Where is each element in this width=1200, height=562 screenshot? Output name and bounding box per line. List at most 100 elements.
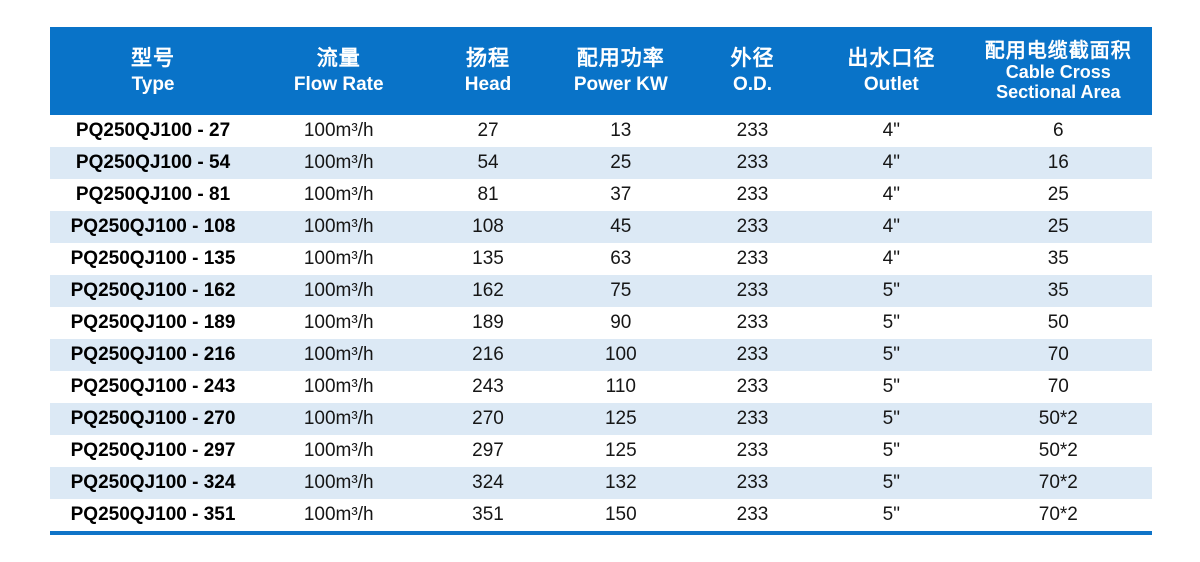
value-cell: 100m³/h xyxy=(303,504,374,525)
value-cell: 50 xyxy=(1047,312,1069,333)
column-header-od: 外径 O.D. xyxy=(686,27,819,115)
value-cell: 216 xyxy=(472,344,504,365)
type-cell: PQ250QJ100 - 162 xyxy=(70,280,236,301)
value-cell: 270 xyxy=(472,408,504,429)
value-cell: 100m³/h xyxy=(303,120,374,141)
value-cell: 35 xyxy=(1047,280,1069,301)
header-row: 型号 Type 流量 Flow Rate 扬程 Head 配用功率 Power … xyxy=(50,27,1152,115)
column-header-outlet-zh: 出水口径 xyxy=(847,47,936,71)
table-row: PQ250QJ100 - 81 100m³/h 81 37 233 4" 25 xyxy=(50,179,1152,211)
type-cell: PQ250QJ100 - 108 xyxy=(70,216,236,237)
table-row: PQ250QJ100 - 189 100m³/h 189 90 233 5" 50 xyxy=(50,307,1152,339)
value-cell: 4" xyxy=(882,152,900,173)
value-cell: 233 xyxy=(736,440,769,461)
column-header-power: 配用功率 Power KW xyxy=(554,27,687,115)
value-cell: 27 xyxy=(477,120,499,141)
column-header-cable-area-en-line1: Cable Cross xyxy=(1005,62,1111,83)
value-cell: 90 xyxy=(610,312,632,333)
column-header-od-en: O.D. xyxy=(732,73,773,95)
table-row: PQ250QJ100 - 324 100m³/h 324 132 233 5" 70*2 xyxy=(50,467,1152,499)
value-cell: 233 xyxy=(736,248,769,269)
value-cell: 100m³/h xyxy=(303,344,374,365)
value-cell: 100m³/h xyxy=(303,312,374,333)
column-header-outlet: 出水口径 Outlet xyxy=(818,27,965,115)
value-cell: 75 xyxy=(610,280,632,301)
value-cell: 243 xyxy=(472,376,504,397)
value-cell: 162 xyxy=(472,280,504,301)
value-cell: 233 xyxy=(736,120,769,141)
column-header-flow-rate: 流量 Flow Rate xyxy=(256,27,422,115)
table-row: PQ250QJ100 - 162 100m³/h 162 75 233 5" 35 xyxy=(50,275,1152,307)
value-cell: 5" xyxy=(882,504,900,525)
value-cell: 100m³/h xyxy=(303,184,374,205)
column-header-cable-area-en-line2: Sectional Area xyxy=(996,81,1121,102)
type-cell: PQ250QJ100 - 351 xyxy=(70,504,236,525)
value-cell: 54 xyxy=(477,152,499,173)
table-row: PQ250QJ100 - 351 100m³/h 351 150 233 5" 70*2 xyxy=(50,499,1152,533)
value-cell: 233 xyxy=(736,280,769,301)
value-cell: 5" xyxy=(882,280,900,301)
value-cell: 37 xyxy=(610,184,632,205)
value-cell: 125 xyxy=(604,440,637,461)
column-header-cable-area-zh: 配用电缆截面积 xyxy=(984,40,1132,63)
value-cell: 5" xyxy=(882,408,900,429)
value-cell: 25 xyxy=(1047,184,1069,205)
table-row: PQ250QJ100 - 297 100m³/h 297 125 233 5" 50*2 xyxy=(50,435,1152,467)
type-cell: PQ250QJ100 - 189 xyxy=(70,312,236,333)
value-cell: 100m³/h xyxy=(303,376,374,397)
value-cell: 5" xyxy=(882,376,900,397)
column-header-od-zh: 外径 xyxy=(730,47,775,71)
value-cell: 45 xyxy=(610,216,632,237)
column-header-flow-rate-zh: 流量 xyxy=(316,47,361,71)
value-cell: 135 xyxy=(472,248,504,269)
value-cell: 13 xyxy=(610,120,632,141)
value-cell: 70 xyxy=(1047,344,1069,365)
value-cell: 100m³/h xyxy=(303,440,374,461)
column-header-power-en: Power KW xyxy=(573,73,668,95)
value-cell: 189 xyxy=(472,312,504,333)
value-cell: 233 xyxy=(736,184,769,205)
value-cell: 324 xyxy=(472,472,504,493)
column-header-head-en: Head xyxy=(464,73,512,95)
value-cell: 297 xyxy=(472,440,504,461)
value-cell: 4" xyxy=(882,248,900,269)
value-cell: 125 xyxy=(604,408,637,429)
table-row: PQ250QJ100 - 135 100m³/h 135 63 233 4" 35 xyxy=(50,243,1152,275)
value-cell: 233 xyxy=(736,312,769,333)
value-cell: 233 xyxy=(736,408,769,429)
value-cell: 50*2 xyxy=(1038,440,1078,461)
table-row: PQ250QJ100 - 216 100m³/h 216 100 233 5" 70 xyxy=(50,339,1152,371)
value-cell: 70*2 xyxy=(1038,504,1078,525)
type-cell: PQ250QJ100 - 270 xyxy=(70,408,236,429)
value-cell: 25 xyxy=(610,152,632,173)
value-cell: 5" xyxy=(882,312,900,333)
value-cell: 233 xyxy=(736,152,769,173)
column-header-type-zh: 型号 xyxy=(131,47,176,71)
column-header-head: 扬程 Head xyxy=(421,27,555,115)
table-row: PQ250QJ100 - 243 100m³/h 243 110 233 5" 70 xyxy=(50,371,1152,403)
type-cell: PQ250QJ100 - 135 xyxy=(70,248,236,269)
value-cell: 63 xyxy=(610,248,632,269)
value-cell: 100m³/h xyxy=(303,472,374,493)
value-cell: 100 xyxy=(604,344,637,365)
value-cell: 81 xyxy=(477,184,499,205)
value-cell: 50*2 xyxy=(1038,408,1078,429)
type-cell: PQ250QJ100 - 216 xyxy=(70,344,236,365)
type-cell: PQ250QJ100 - 81 xyxy=(75,184,231,205)
table-row: PQ250QJ100 - 270 100m³/h 270 125 233 5" 50*2 xyxy=(50,403,1152,435)
value-cell: 233 xyxy=(736,344,769,365)
value-cell: 16 xyxy=(1047,152,1069,173)
value-cell: 5" xyxy=(882,440,900,461)
value-cell: 100m³/h xyxy=(303,408,374,429)
column-header-type: 型号 Type xyxy=(50,27,257,115)
column-header-power-zh: 配用功率 xyxy=(576,47,665,71)
value-cell: 100m³/h xyxy=(303,216,374,237)
value-cell: 233 xyxy=(736,504,769,525)
value-cell: 233 xyxy=(736,376,769,397)
column-header-flow-rate-en: Flow Rate xyxy=(293,73,384,95)
value-cell: 110 xyxy=(605,376,636,397)
type-cell: PQ250QJ100 - 297 xyxy=(70,440,236,461)
value-cell: 4" xyxy=(882,216,900,237)
value-cell: 4" xyxy=(882,184,900,205)
value-cell: 132 xyxy=(604,472,637,493)
